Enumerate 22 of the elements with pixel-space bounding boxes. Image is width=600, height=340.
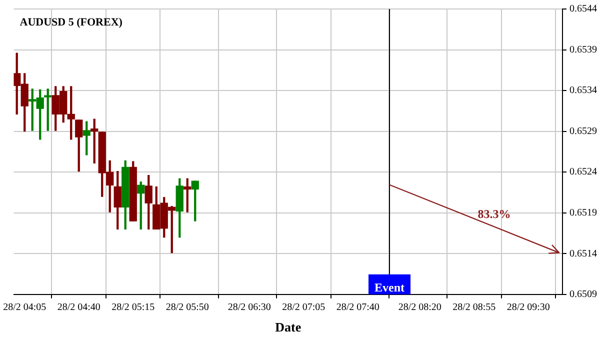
y-tick-label: 0.6524 [570,166,597,178]
x-tick-label: 28/2 08:55 [452,302,496,314]
x-tick-label: 28/2 07:40 [336,302,380,314]
x-tick-label: 28/2 07:05 [282,302,326,314]
x-axis-title: Date [275,320,302,335]
y-tick-label: 0.6519 [570,207,597,218]
y-tick-label: 0.6544 [570,4,597,15]
x-tick-label: 28/2 05:50 [166,302,209,314]
y-tick-label: 0.6514 [570,248,597,260]
annotation: 83.3% [478,207,511,222]
x-tick-label: 28/2 05:15 [112,302,155,314]
x-tick-label: 28/2 04:05 [3,302,46,314]
y-tick-label: 0.6539 [570,44,597,56]
ref-line-label: Event [374,280,405,294]
x-tick-label: 28/2 04:40 [57,302,100,314]
y-tick-label: 0.6529 [570,126,597,137]
x-tick-label: 28/2 09:30 [506,302,550,314]
x-tick-label: 28/2 08:20 [398,302,442,314]
text: AUDUSD 5 (FOREX) [20,16,123,28]
y-tick-label: 0.6534 [570,85,597,96]
x-tick-label: 28/2 06:30 [228,302,271,314]
y-tick-label: 0.6509 [570,289,597,300]
